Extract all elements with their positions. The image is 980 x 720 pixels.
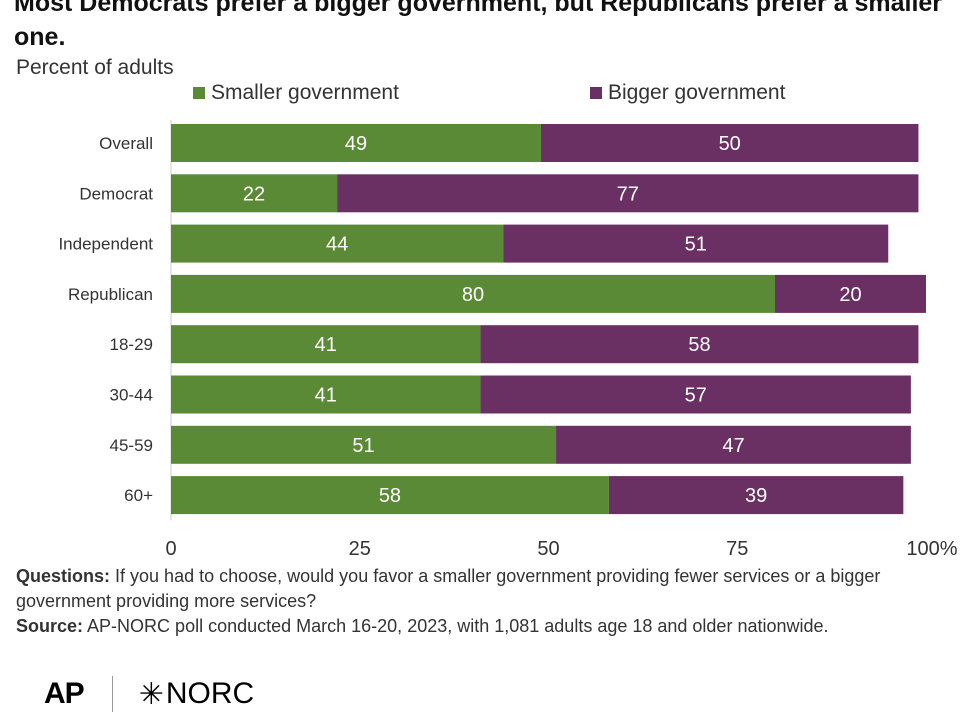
- bar-bigger: [540, 124, 919, 162]
- source-note: Source: AP-NORC poll conducted March 16-…: [16, 614, 966, 639]
- data-label: 47: [722, 435, 744, 457]
- x-tick-label: 75: [726, 538, 748, 560]
- chart-notes: Questions: If you had to choose, would y…: [16, 564, 966, 639]
- ap-logo: AP: [44, 677, 85, 710]
- source-text: AP-NORC poll conducted March 16-20, 2023…: [87, 616, 829, 636]
- x-tick-label: 25: [349, 538, 371, 560]
- logos: AP ✳ NORC: [44, 676, 254, 712]
- bar-smaller: [171, 224, 504, 263]
- category-label: 60+: [124, 486, 153, 505]
- data-label: 41: [315, 334, 337, 356]
- bar-bigger: [337, 174, 919, 213]
- legend-item-bigger: Bigger government: [590, 81, 785, 105]
- legend-label-bigger: Bigger government: [608, 81, 786, 104]
- norc-logo-text: NORC: [165, 677, 255, 710]
- bar-bigger: [480, 375, 911, 414]
- category-label: Independent: [58, 235, 153, 254]
- legend-swatch-smaller: [193, 87, 205, 99]
- bar-bigger: [608, 476, 904, 515]
- legend-item-smaller: Smaller government: [193, 81, 399, 105]
- x-tick-label: 0: [165, 538, 176, 560]
- category-label: Democrat: [79, 184, 153, 203]
- data-label: 80: [462, 284, 484, 306]
- data-label: 58: [688, 334, 710, 356]
- data-label: 49: [345, 133, 367, 155]
- questions-label: Questions:: [16, 566, 111, 586]
- category-label: Republican: [68, 285, 153, 304]
- bar-smaller: [171, 274, 775, 313]
- bar-smaller: [171, 425, 557, 464]
- bar-bigger: [503, 224, 889, 263]
- bar-smaller: [171, 375, 481, 414]
- data-label: 57: [685, 385, 707, 407]
- category-label: 30-44: [110, 386, 153, 405]
- legend: Smaller government Bigger government: [0, 81, 980, 109]
- data-label: 58: [379, 485, 401, 507]
- data-label: 39: [745, 485, 767, 507]
- data-label: 51: [352, 435, 374, 457]
- logo-divider: [111, 676, 113, 712]
- data-label: 22: [243, 183, 265, 205]
- bar-smaller: [171, 124, 541, 162]
- data-label: 20: [839, 284, 861, 306]
- source-label: Source:: [16, 616, 84, 636]
- x-tick-label: 50: [537, 538, 559, 560]
- legend-label-smaller: Smaller government: [211, 81, 399, 104]
- bar-smaller: [171, 174, 338, 213]
- chart-subtitle: Percent of adults: [16, 56, 174, 79]
- data-label: 44: [326, 234, 348, 256]
- bar-bigger: [480, 325, 919, 364]
- category-label: Overall: [99, 134, 153, 153]
- bar-bigger: [556, 425, 911, 464]
- bar-smaller: [171, 476, 609, 515]
- questions-text: If you had to choose, would you favor a …: [16, 566, 881, 611]
- chart-title: Most Democrats prefer a bigger governmen…: [14, 0, 943, 51]
- data-label: 41: [315, 385, 337, 407]
- norc-star-icon: ✳: [138, 677, 164, 711]
- category-label: 45-59: [110, 436, 153, 455]
- bar-smaller: [171, 325, 481, 364]
- x-tick-label: 100%: [906, 538, 957, 560]
- stacked-bar-chart: Overall 49 50 Democrat 22 77 Independent 44 51 Re…: [58, 120, 958, 560]
- category-label: 18-29: [110, 335, 153, 354]
- data-label: 77: [617, 183, 639, 205]
- norc-logo: ✳ NORC: [139, 677, 254, 712]
- legend-swatch-bigger: [590, 87, 602, 99]
- data-label: 51: [685, 234, 707, 256]
- data-label: 50: [719, 133, 741, 155]
- questions-note: Questions: If you had to choose, would y…: [16, 564, 966, 614]
- bar-bigger: [775, 274, 926, 313]
